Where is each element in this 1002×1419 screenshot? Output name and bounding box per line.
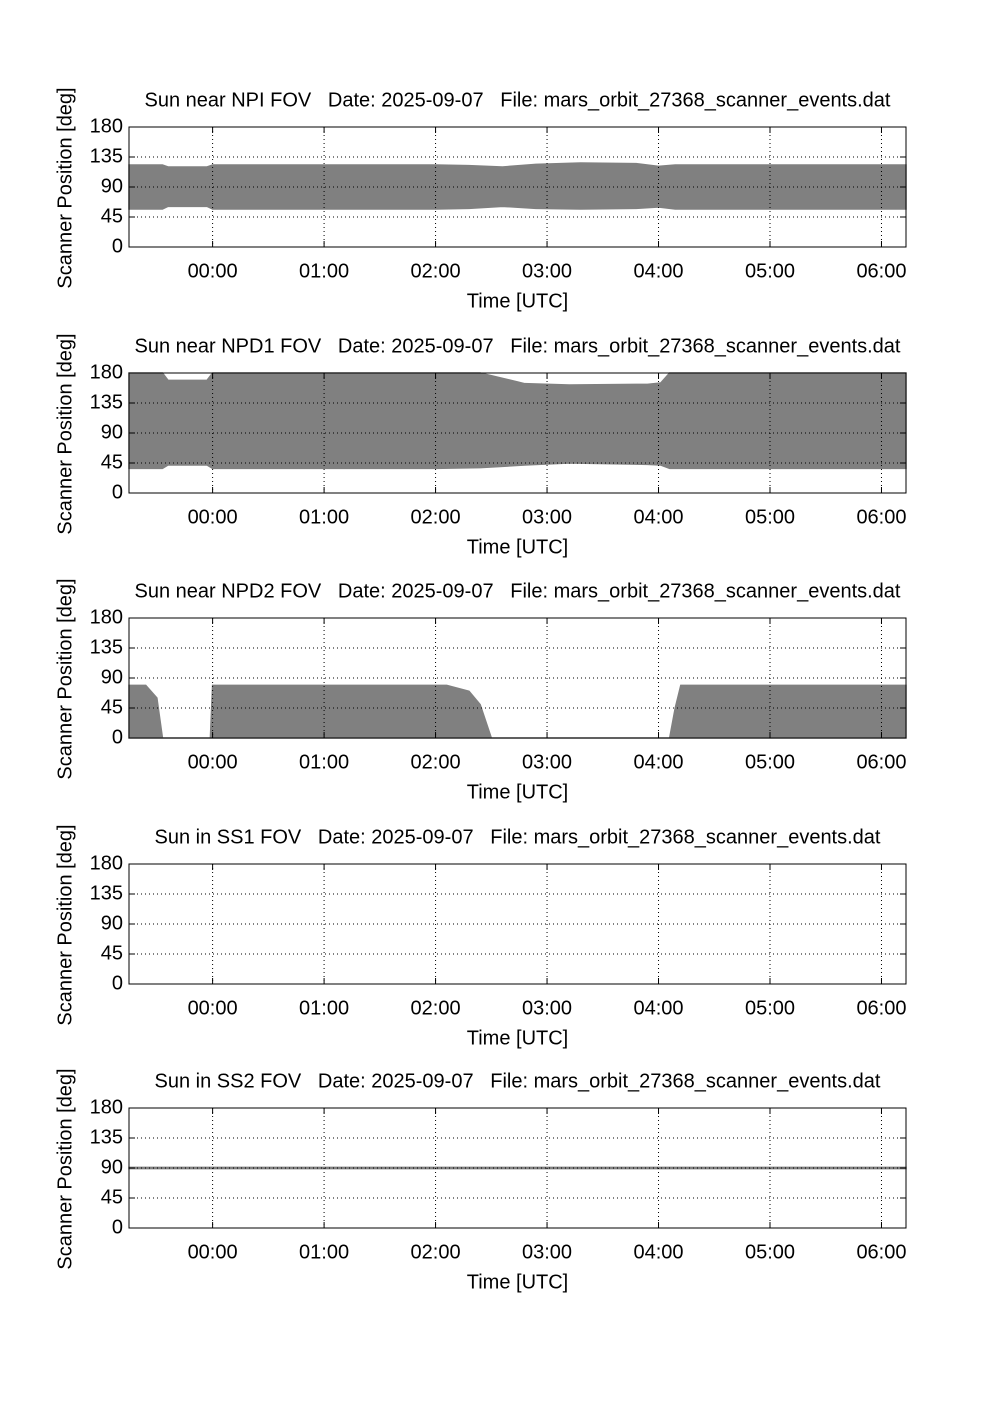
x-tick-label: 02:00 [411,260,461,282]
x-tick-label: 04:00 [633,260,683,282]
y-tick-label: 90 [101,421,123,443]
x-tick-label: 06:00 [856,260,906,282]
y-tick-label: 45 [101,1186,123,1208]
y-axis-label: Scanner Position [deg] [54,824,76,1025]
x-tick-label: 03:00 [522,1241,572,1263]
y-tick-label: 0 [112,481,123,503]
x-tick-label: 00:00 [188,506,238,528]
plot-frame [128,617,907,739]
y-tick-label: 180 [90,361,123,383]
y-tick-label: 90 [101,912,123,934]
y-axis-label: Scanner Position [deg] [54,578,76,779]
range-area [128,372,907,470]
x-tick-label: 03:00 [522,997,572,1019]
y-tick-label: 135 [90,636,123,658]
y-tick-label: 0 [112,972,123,994]
x-tick-label: 04:00 [633,751,683,773]
x-axis-label: Time [UTC] [467,1027,568,1049]
y-tick-label: 45 [101,205,123,227]
y-tick-label: 45 [101,696,123,718]
x-tick-label: 06:00 [856,997,906,1019]
x-tick-label: 04:00 [633,506,683,528]
x-tick-label: 01:00 [299,1241,349,1263]
x-tick-label: 05:00 [745,1241,795,1263]
range-area [128,684,907,739]
y-tick-label: 180 [90,606,123,628]
subplot: 00:00 01:00 02:00 03:00 04:00 05:00 06:00 0 45 90… [54,578,907,803]
x-tick-label: 01:00 [299,506,349,528]
x-tick-label: 04:00 [633,997,683,1019]
x-tick-label: 00:00 [188,997,238,1019]
x-axis-label: Time [UTC] [467,290,568,312]
x-tick-label: 03:00 [522,260,572,282]
chart-title: Sun in SS1 FOV Date: 2025-09-07 File: ma… [155,826,881,848]
subplot: 00:00 01:00 02:00 03:00 04:00 05:00 06:00 0 45 90… [54,1068,907,1293]
x-tick-label: 01:00 [299,997,349,1019]
y-tick-label: 90 [101,1156,123,1178]
y-tick-label: 0 [112,1216,123,1238]
x-tick-label: 06:00 [856,751,906,773]
plot-frame [128,126,907,248]
x-tick-label: 05:00 [745,751,795,773]
y-tick-label: 90 [101,666,123,688]
y-tick-label: 0 [112,726,123,748]
y-axis-label: Scanner Position [deg] [54,333,76,534]
y-tick-label: 135 [90,1126,123,1148]
x-tick-label: 05:00 [745,260,795,282]
x-tick-label: 06:00 [856,1241,906,1263]
y-tick-label: 180 [90,1096,123,1118]
plot-frame [128,1107,907,1229]
x-tick-label: 00:00 [188,260,238,282]
x-tick-label: 00:00 [188,751,238,773]
x-tick-label: 02:00 [411,1241,461,1263]
x-axis-label: Time [UTC] [467,536,568,558]
x-tick-label: 01:00 [299,260,349,282]
plot-frame [128,372,907,494]
x-axis-label: Time [UTC] [467,1271,568,1293]
x-tick-label: 05:00 [745,506,795,528]
subplot: 00:00 01:00 02:00 03:00 04:00 05:00 06:00 0 45 90… [54,824,906,1049]
y-tick-label: 45 [101,942,123,964]
y-tick-label: 135 [90,882,123,904]
y-tick-label: 90 [101,175,123,197]
x-tick-label: 06:00 [856,506,906,528]
y-tick-label: 180 [90,115,123,137]
y-axis-label: Scanner Position [deg] [54,1068,76,1269]
y-tick-label: 180 [90,852,123,874]
chart-title: Sun near NPD1 FOV Date: 2025-09-07 File:… [135,335,901,357]
subplot: 00:00 01:00 02:00 03:00 04:00 05:00 06:00 0 45 90… [54,87,907,312]
plot-frame [128,863,907,985]
x-tick-label: 01:00 [299,751,349,773]
chart-title: Sun near NPD2 FOV Date: 2025-09-07 File:… [135,580,901,602]
x-axis-label: Time [UTC] [467,781,568,803]
range-area [128,162,907,210]
x-tick-label: 00:00 [188,1241,238,1263]
subplot: 00:00 01:00 02:00 03:00 04:00 05:00 06:00 0 45 90… [54,333,907,558]
x-tick-label: 02:00 [411,506,461,528]
x-tick-label: 02:00 [411,997,461,1019]
x-tick-label: 05:00 [745,997,795,1019]
x-tick-label: 04:00 [633,1241,683,1263]
y-axis-label: Scanner Position [deg] [54,87,76,288]
x-tick-label: 03:00 [522,506,572,528]
x-tick-label: 03:00 [522,751,572,773]
chart-title: Sun in SS2 FOV Date: 2025-09-07 File: ma… [155,1070,881,1092]
y-tick-label: 135 [90,145,123,167]
y-tick-label: 135 [90,391,123,413]
x-tick-label: 02:00 [411,751,461,773]
y-tick-label: 45 [101,451,123,473]
y-tick-label: 0 [112,235,123,257]
chart-title: Sun near NPI FOV Date: 2025-09-07 File: … [145,89,891,111]
